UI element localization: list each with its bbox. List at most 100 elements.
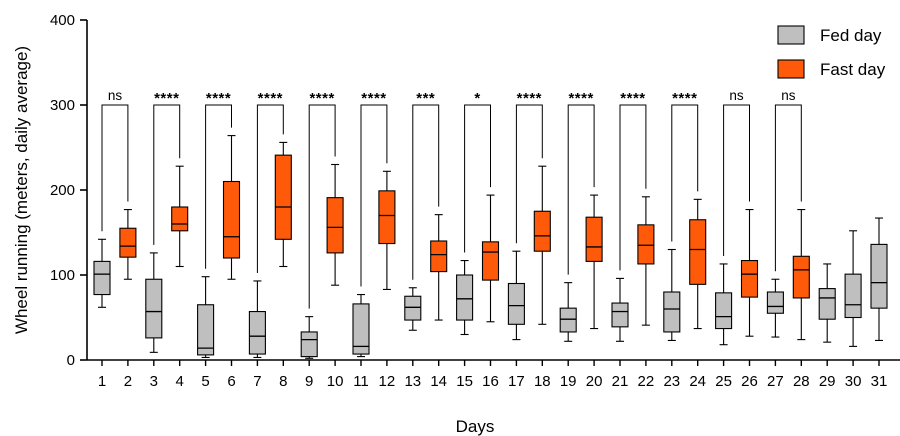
box-iqr xyxy=(352,303,370,355)
box-day-7 xyxy=(248,280,266,359)
x-tick-label: 26 xyxy=(741,373,758,390)
box-iqr xyxy=(274,154,292,240)
box-day-24 xyxy=(689,198,707,330)
box-day-14 xyxy=(430,214,448,321)
box-iqr xyxy=(481,241,500,281)
box-iqr xyxy=(585,216,603,262)
box-iqr xyxy=(766,291,784,314)
legend-swatch xyxy=(777,25,805,45)
box-iqr xyxy=(404,295,422,321)
box-plots xyxy=(93,135,888,359)
box-day-4 xyxy=(171,165,189,268)
box-day-25 xyxy=(715,263,733,346)
bracket-days-19-20: **** xyxy=(567,90,595,275)
bracket-line xyxy=(360,104,388,287)
box-iqr xyxy=(222,180,241,259)
significance-label: *** xyxy=(416,90,435,107)
box-iqr xyxy=(663,291,681,333)
x-tick-label: 24 xyxy=(689,373,706,390)
x-tick-label: 13 xyxy=(404,373,421,390)
legend-label: Fed day xyxy=(820,26,882,45)
significance-label: **** xyxy=(258,90,283,107)
bracket-line xyxy=(671,104,699,242)
x-tick-label: 6 xyxy=(227,373,235,390)
x-tick-label: 21 xyxy=(612,373,629,390)
x-tick-label: 5 xyxy=(201,373,209,390)
x-tick-label: 2 xyxy=(124,373,132,390)
bracket-line xyxy=(412,104,440,280)
bracket-line xyxy=(153,104,181,245)
box-iqr xyxy=(844,273,862,319)
box-iqr xyxy=(430,240,448,273)
legend-swatch xyxy=(777,59,805,79)
significance-label: **** xyxy=(568,90,593,107)
bracket-line xyxy=(619,104,647,271)
bracket-days-3-4: **** xyxy=(153,90,181,245)
x-tick-label: 18 xyxy=(534,373,551,390)
bracket-days-7-8: **** xyxy=(256,90,284,273)
box-day-15 xyxy=(456,259,474,336)
box-iqr xyxy=(300,331,318,358)
bracket-days-1-2: ns xyxy=(101,88,129,232)
x-tick-label: 23 xyxy=(663,373,680,390)
box-iqr xyxy=(456,274,474,321)
box-iqr xyxy=(248,310,266,355)
y-tick-label: 200 xyxy=(50,182,75,199)
box-day-1 xyxy=(93,238,111,308)
box-iqr xyxy=(93,260,111,296)
y-tick-label: 0 xyxy=(67,352,75,369)
x-tick-label: 19 xyxy=(560,373,577,390)
x-tick-label: 16 xyxy=(482,373,499,390)
x-tick-label: 10 xyxy=(327,373,344,390)
box-iqr xyxy=(533,210,551,252)
x-tick-label: 8 xyxy=(279,373,287,390)
x-tick-label: 7 xyxy=(253,373,261,390)
y-tick-label: 300 xyxy=(50,97,75,114)
box-day-12 xyxy=(378,170,396,291)
x-tick-label: 27 xyxy=(767,373,784,390)
box-day-10 xyxy=(326,163,344,286)
box-day-22 xyxy=(637,196,655,326)
box-day-11 xyxy=(352,293,370,358)
bracket-line xyxy=(256,104,284,273)
bracket-line xyxy=(101,104,129,232)
box-day-2 xyxy=(119,209,137,280)
bracket-days-9-10: **** xyxy=(308,90,336,309)
box-day-18 xyxy=(533,165,551,325)
bracket-days-23-24: **** xyxy=(671,90,699,242)
x-tick-label: 1 xyxy=(98,373,106,390)
box-day-9 xyxy=(300,316,318,359)
box-iqr xyxy=(378,190,396,245)
box-day-17 xyxy=(507,250,525,341)
x-tick-label: 31 xyxy=(871,373,888,390)
box-day-20 xyxy=(585,194,603,330)
x-tick-label: 30 xyxy=(845,373,862,390)
significance-label: * xyxy=(474,90,480,107)
x-tick-label: 3 xyxy=(150,373,158,390)
bracket-line xyxy=(308,104,336,309)
box-iqr xyxy=(637,224,655,265)
bracket-days-11-12: **** xyxy=(360,90,388,287)
box-day-31 xyxy=(870,217,888,342)
significance-label: **** xyxy=(672,90,697,107)
box-day-28 xyxy=(792,209,810,341)
x-tick-label: 11 xyxy=(353,373,369,390)
bracket-days-13-14: *** xyxy=(412,90,440,280)
x-tick-label: 4 xyxy=(176,373,184,390)
significance-label: **** xyxy=(206,90,231,107)
significance-label: **** xyxy=(517,90,542,107)
box-day-6 xyxy=(222,135,241,280)
box-iqr xyxy=(689,219,707,285)
box-iqr xyxy=(507,282,525,325)
box-day-30 xyxy=(844,230,862,347)
box-iqr xyxy=(611,302,629,328)
x-tick-label: 15 xyxy=(456,373,473,390)
bracket-days-27-28: ns xyxy=(774,88,802,272)
bracket-days-5-6: **** xyxy=(205,90,232,269)
bracket-days-25-26: ns xyxy=(723,88,750,256)
box-iqr xyxy=(145,278,163,339)
box-iqr xyxy=(559,307,577,333)
box-day-16 xyxy=(481,194,500,323)
legend: Fed day Fast day xyxy=(777,25,886,79)
